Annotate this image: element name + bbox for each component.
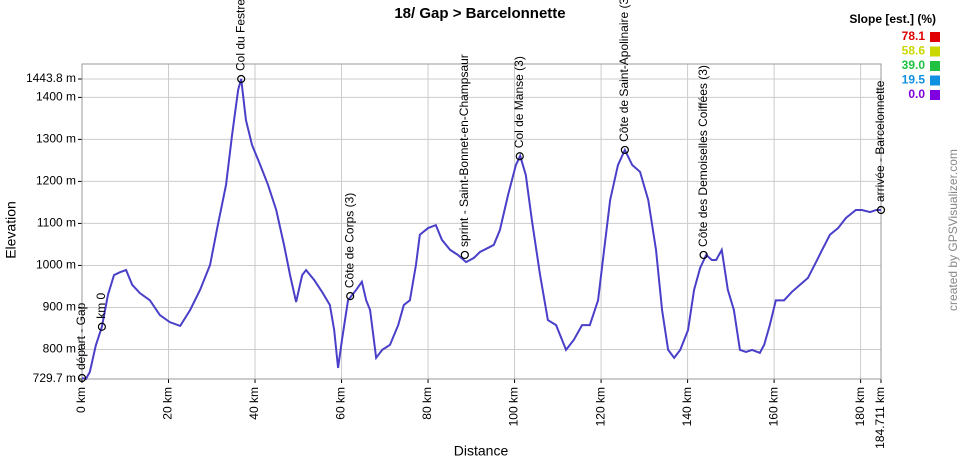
x-tick-label: 140 km: [680, 387, 694, 426]
x-tick-label: 180 km: [853, 387, 867, 426]
legend-label: 78.1: [902, 29, 926, 43]
x-tick-label: 40 km: [247, 387, 261, 420]
waypoint: [237, 74, 246, 84]
y-tick-label: 1100 m: [37, 216, 76, 230]
waypoint-label: Côte de Corps (3): [342, 193, 356, 288]
waypoint-label: Côte de Saint-Apolinaire (3): [617, 0, 631, 142]
x-axis-label: Distance: [454, 443, 509, 459]
waypoint: [876, 205, 886, 215]
waypoint-label: sprint - Saint-Bonnet-en-Champsaur: [457, 54, 471, 247]
waypoint: [77, 373, 87, 383]
legend-title: Slope [est.] (%): [849, 12, 936, 26]
plot-frame: [81, 63, 882, 380]
y-tick-label: 1443.8 m: [26, 71, 76, 85]
waypoint-label: Côte des Demoiselles Coiffées (3): [696, 65, 710, 247]
waypoint: [620, 145, 629, 155]
elevation-line: [81, 78, 881, 381]
waypoint: [460, 250, 469, 260]
x-tick-label: 60 km: [334, 387, 348, 420]
legend-label: 19.5: [902, 73, 926, 87]
legend-swatch: [930, 61, 940, 71]
waypoint: [346, 292, 355, 301]
legend-swatch: [930, 90, 940, 100]
y-tick-label: 1200 m: [36, 174, 76, 188]
waypoint-label: Col de Manse (3): [512, 56, 526, 148]
x-tick-label: 80 km: [420, 387, 434, 420]
waypoint: [97, 322, 106, 331]
credit: created by GPSVisualizer.com: [946, 149, 960, 311]
waypoint-label: km 0: [94, 292, 108, 318]
x-tick-label: 160 km: [766, 387, 780, 426]
y-tick-label: 1400 m: [36, 90, 76, 104]
waypoint-label: départ - Gap: [74, 302, 88, 370]
legend-swatch: [930, 75, 940, 86]
y-tick-label: 900 m: [43, 300, 76, 314]
y-tick-label: 729.7 m: [33, 371, 76, 385]
waypoint-label: Col du Festre: [233, 0, 247, 71]
legend-swatch: [930, 46, 940, 57]
y-tick-label: 1000 m: [36, 258, 76, 272]
y-tick-label: 800 m: [43, 342, 76, 356]
y-tick-label: 1300 m: [36, 132, 76, 146]
x-tick-label: 120 km: [593, 387, 607, 426]
legend-swatch: [930, 32, 940, 42]
waypoint: [515, 152, 524, 161]
chart-title: 18/ Gap > Barcelonnette: [394, 5, 565, 22]
waypoint: [699, 250, 708, 260]
x-tick-label: 0 km: [74, 387, 88, 413]
legend-label: 39.0: [902, 58, 926, 72]
y-axis-label: Elevation: [3, 201, 19, 259]
x-tick-label: 100 km: [507, 387, 521, 426]
x-tick-label: 20 km: [161, 387, 175, 420]
legend-label: 58.6: [902, 44, 926, 58]
waypoint-label: arrivée - Barcelonnette: [873, 80, 887, 202]
legend-label: 0.0: [908, 87, 925, 101]
x-tick-label: 184.711 km: [873, 387, 887, 449]
